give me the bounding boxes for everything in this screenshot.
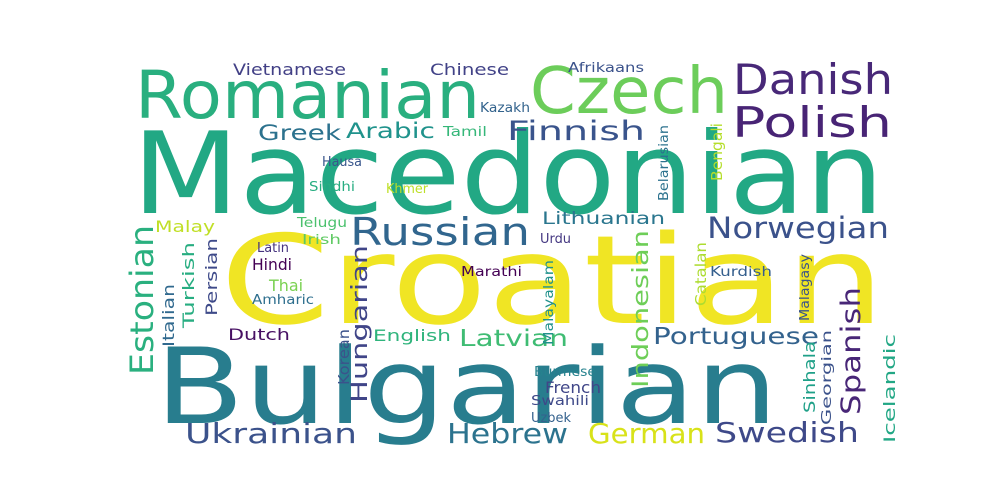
word-korean: Korean (335, 329, 353, 385)
word-indonesian: Indonesian (629, 230, 654, 388)
word-hausa: Hausa (322, 155, 362, 170)
word-persian: Persian (202, 238, 221, 316)
word-malagasy: Malagasy (798, 254, 813, 321)
word-turkish: Turkish (179, 242, 198, 330)
word-burmese: Burmese (534, 365, 596, 380)
word-latin: Latin (257, 241, 289, 256)
word-tamil: Tamil (442, 125, 487, 140)
word-khmer: Khmer (386, 182, 429, 197)
word-urdu: Urdu (540, 232, 571, 247)
word-lithuanian: Lithuanian (542, 209, 665, 229)
word-hindi: Hindi (252, 255, 292, 274)
word-chinese: Chinese (430, 60, 509, 79)
word-italian: Italian (159, 284, 178, 347)
word-greek: Greek (258, 121, 342, 145)
word-amharic: Amharic (252, 293, 314, 308)
word-czech: Czech (530, 55, 728, 129)
word-dutch: Dutch (228, 325, 290, 344)
word-croatian: Croatian (220, 210, 885, 353)
word-telugu: Telugu (296, 216, 347, 231)
word-vietnamese: Vietnamese (233, 60, 346, 79)
word-polish: Polish (732, 98, 892, 147)
word-ukrainian: Ukrainian (185, 417, 357, 450)
word-norwegian: Norwegian (707, 211, 889, 245)
word-sinhala: Sinhala (800, 341, 819, 413)
word-spanish: Spanish (836, 287, 867, 415)
word-bengali: Bengali (708, 123, 726, 181)
word-french: French (545, 378, 601, 397)
word-latvian: Latvian (459, 326, 568, 352)
word-georgian: Georgian (820, 330, 835, 425)
word-catalan: Catalan (692, 242, 710, 306)
word-estonian: Estonian (123, 225, 161, 375)
word-belarusian: Belarusian (657, 125, 672, 201)
word-german: German (588, 417, 705, 450)
word-afrikaans: Afrikaans (568, 61, 644, 76)
word-romanian: Romanian (135, 57, 480, 134)
word-sindhi: Sindhi (309, 180, 355, 195)
word-thai: Thai (268, 276, 303, 295)
word-arabic: Arabic (346, 119, 435, 143)
word-kazakh: Kazakh (480, 101, 530, 116)
word-swedish: Swedish (715, 416, 859, 449)
word-swahili: Swahili (531, 394, 589, 409)
word-danish: Danish (733, 55, 893, 104)
word-bulgarian: Bulgarian (155, 326, 778, 448)
word-hebrew: Hebrew (447, 417, 568, 450)
word-hungarian: Hungarian (348, 245, 373, 403)
word-malay: Malay (155, 217, 215, 236)
word-english: English (373, 326, 451, 345)
word-portuguese: Portuguese (653, 324, 819, 350)
word-finnish: Finnish (507, 116, 645, 147)
word-icelandic: Icelandic (880, 334, 899, 443)
word-kurdish: Kurdish (710, 265, 772, 280)
word-irish: Irish (302, 233, 341, 248)
word-macedonian: Macedonian (132, 108, 884, 240)
word-malayalam: Malayalam (542, 260, 557, 345)
word-marathi: Marathi (461, 265, 522, 280)
word-russian: Russian (350, 210, 530, 254)
word-uzbek: Uzbek (531, 411, 571, 426)
